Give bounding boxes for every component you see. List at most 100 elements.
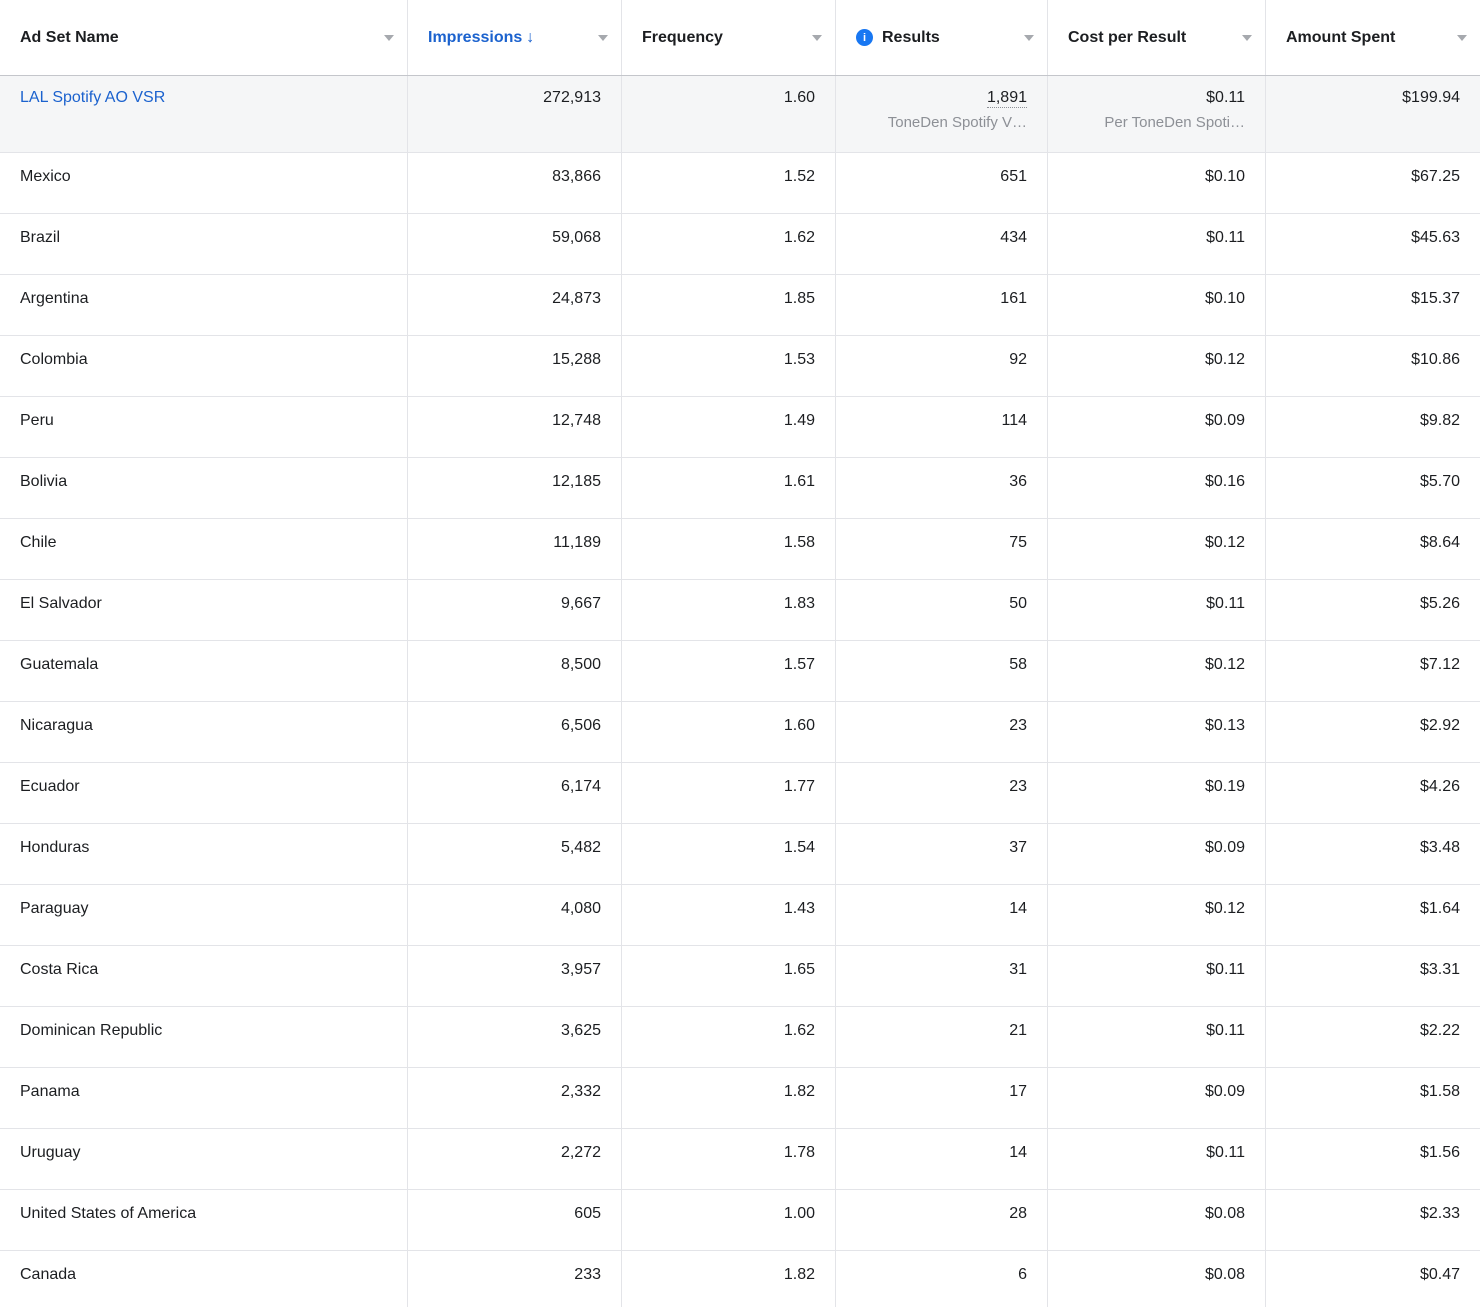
results-cell: 1,891 ToneDen Spotify V… (836, 76, 1048, 152)
cost-per-result-cell: $0.11 (1048, 1129, 1266, 1189)
column-header-ad-set-name[interactable]: Ad Set Name (0, 0, 408, 75)
frequency-cell: 1.43 (622, 885, 836, 945)
table-row: Honduras 5,482 1.54 37 $0.09 $3.48 (0, 824, 1480, 885)
results-cell: 17 (836, 1068, 1048, 1128)
column-header-label: Results (882, 29, 940, 46)
results-cell: 23 (836, 763, 1048, 823)
frequency-cell: 1.58 (622, 519, 836, 579)
impressions-cell: 24,873 (408, 275, 622, 335)
info-icon[interactable]: i (856, 29, 873, 46)
results-cell: 31 (836, 946, 1048, 1006)
chevron-down-icon[interactable] (812, 34, 822, 41)
results-cell: 21 (836, 1007, 1048, 1067)
cost-per-result-type-label: Per ToneDen Spoti… (1104, 114, 1245, 131)
amount-spent-cell: $1.56 (1419, 1144, 1460, 1161)
frequency-cell: 1.82 (622, 1068, 836, 1128)
amount-spent-cell: $199.94 (1402, 89, 1460, 106)
frequency-cell: 1.62 (622, 214, 836, 274)
country-name-cell: Canada (0, 1251, 408, 1307)
country-name-cell: Ecuador (0, 763, 408, 823)
results-cell: 37 (836, 824, 1048, 884)
country-name-cell: Colombia (0, 336, 408, 396)
country-name-cell: Dominican Republic (0, 1007, 408, 1067)
column-header-impressions[interactable]: Impressions ↓ (408, 0, 622, 75)
impressions-cell: 2,332 (408, 1068, 622, 1128)
amount-spent-cell: $2.22 (1419, 1022, 1460, 1039)
summary-row: LAL Spotify AO VSR 272,913 1.60 1,891 To… (0, 76, 1480, 153)
frequency-cell: 1.62 (622, 1007, 836, 1067)
ad-set-name-link[interactable]: LAL Spotify AO VSR (20, 89, 166, 106)
impressions-cell: 83,866 (408, 153, 622, 213)
chevron-down-icon[interactable] (1024, 34, 1034, 41)
sort-descending-icon: ↓ (526, 29, 535, 46)
column-header-frequency[interactable]: Frequency (622, 0, 836, 75)
cost-per-result-cell: $0.10 (1048, 275, 1266, 335)
chevron-down-icon[interactable] (384, 34, 394, 41)
cost-per-result-value: $0.11 (1206, 89, 1245, 106)
table-row: Chile 11,189 1.58 75 $0.12 $8.64 (0, 519, 1480, 580)
frequency-cell: 1.54 (622, 824, 836, 884)
frequency-cell: 1.00 (622, 1190, 836, 1250)
chevron-down-icon[interactable] (1242, 34, 1252, 41)
impressions-cell: 4,080 (408, 885, 622, 945)
amount-spent-cell: $8.64 (1419, 534, 1460, 551)
table-row: Mexico 83,866 1.52 651 $0.10 $67.25 (0, 153, 1480, 214)
frequency-cell: 1.77 (622, 763, 836, 823)
cost-per-result-cell: $0.09 (1048, 397, 1266, 457)
column-header-amount-spent[interactable]: Amount Spent (1266, 0, 1480, 75)
impressions-cell: 3,957 (408, 946, 622, 1006)
results-cell: 28 (836, 1190, 1048, 1250)
cost-per-result-cell: $0.13 (1048, 702, 1266, 762)
results-cell: 92 (836, 336, 1048, 396)
impressions-cell: 6,174 (408, 763, 622, 823)
impressions-cell: 12,748 (408, 397, 622, 457)
country-name-cell: Chile (0, 519, 408, 579)
cost-per-result-cell: $0.11 (1048, 214, 1266, 274)
column-header-label: Ad Set Name (20, 29, 119, 46)
amount-spent-cell: $7.12 (1419, 656, 1460, 673)
cost-per-result-cell: $0.16 (1048, 458, 1266, 518)
impressions-cell: 9,667 (408, 580, 622, 640)
column-header-cost-per-result[interactable]: Cost per Result (1048, 0, 1266, 75)
impressions-cell: 8,500 (408, 641, 622, 701)
chevron-down-icon[interactable] (1457, 34, 1467, 41)
chevron-down-icon[interactable] (598, 34, 608, 41)
table-row: El Salvador 9,667 1.83 50 $0.11 $5.26 (0, 580, 1480, 641)
results-cell: 50 (836, 580, 1048, 640)
frequency-cell: 1.60 (622, 702, 836, 762)
impressions-cell: 59,068 (408, 214, 622, 274)
impressions-cell: 15,288 (408, 336, 622, 396)
results-cell: 14 (836, 885, 1048, 945)
table-body: Mexico 83,866 1.52 651 $0.10 $67.25 Braz… (0, 153, 1480, 1307)
results-cell: 36 (836, 458, 1048, 518)
column-header-results[interactable]: i Results (836, 0, 1048, 75)
table-row: Canada 233 1.82 6 $0.08 $0.47 (0, 1251, 1480, 1307)
table-row: United States of America 605 1.00 28 $0.… (0, 1190, 1480, 1251)
table-row: Bolivia 12,185 1.61 36 $0.16 $5.70 (0, 458, 1480, 519)
frequency-cell: 1.52 (622, 153, 836, 213)
amount-spent-cell: $1.58 (1419, 1083, 1460, 1100)
column-header-label: Frequency (642, 29, 723, 46)
results-cell: 6 (836, 1251, 1048, 1307)
cost-per-result-cell: $0.19 (1048, 763, 1266, 823)
table-row: Costa Rica 3,957 1.65 31 $0.11 $3.31 (0, 946, 1480, 1007)
country-name-cell: Paraguay (0, 885, 408, 945)
frequency-cell: 1.57 (622, 641, 836, 701)
cost-per-result-cell: $0.12 (1048, 336, 1266, 396)
results-type-label: ToneDen Spotify V… (887, 114, 1027, 131)
country-name-cell: Guatemala (0, 641, 408, 701)
impressions-cell: 12,185 (408, 458, 622, 518)
impressions-cell: 3,625 (408, 1007, 622, 1067)
amount-spent-cell: $67.25 (1411, 168, 1460, 185)
cost-per-result-cell: $0.12 (1048, 641, 1266, 701)
cost-per-result-cell: $0.11 (1048, 946, 1266, 1006)
results-value[interactable]: 1,891 (986, 89, 1027, 108)
amount-spent-cell: $9.82 (1419, 412, 1460, 429)
country-name-cell: Peru (0, 397, 408, 457)
country-name-cell: United States of America (0, 1190, 408, 1250)
country-name-cell: El Salvador (0, 580, 408, 640)
ad-set-name-cell: LAL Spotify AO VSR (0, 76, 408, 152)
country-name-cell: Honduras (0, 824, 408, 884)
table-row: Peru 12,748 1.49 114 $0.09 $9.82 (0, 397, 1480, 458)
frequency-cell: 1.60 (622, 76, 836, 152)
